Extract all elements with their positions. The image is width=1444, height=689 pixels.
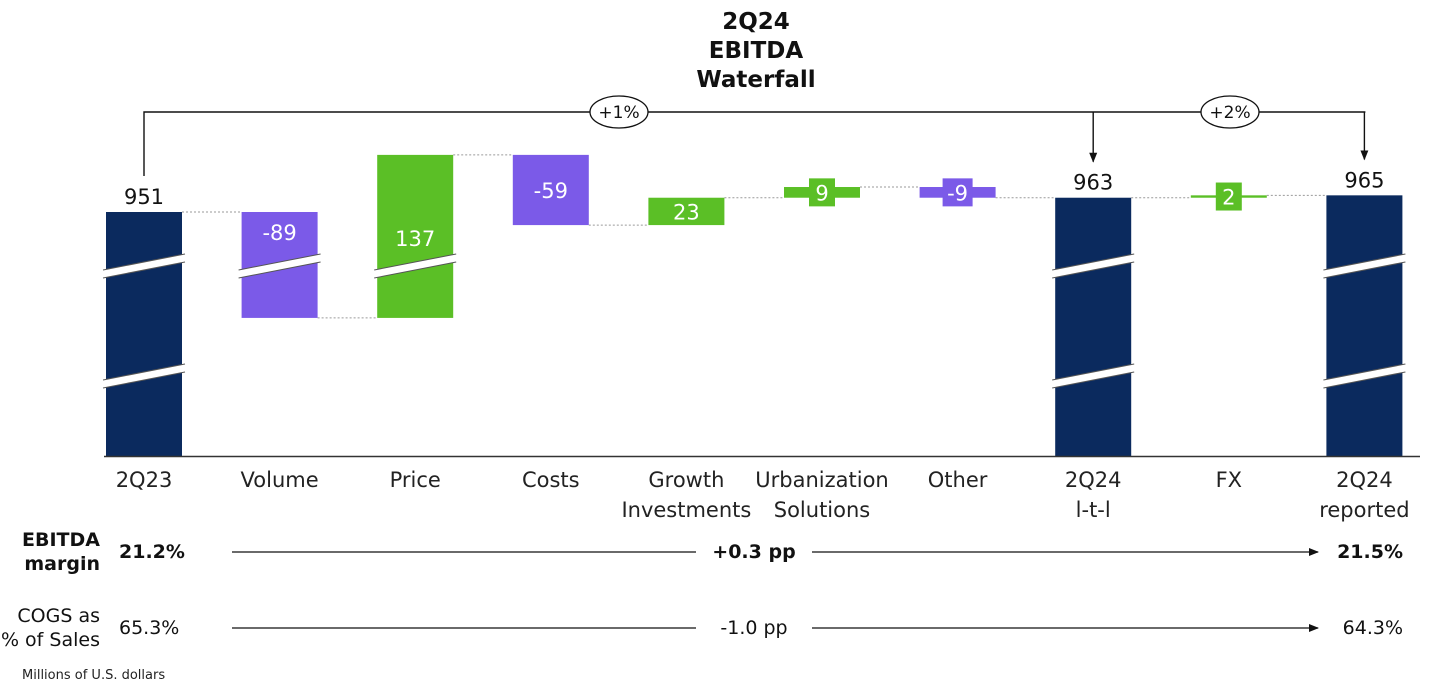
bar-3: [512, 154, 589, 226]
metric-start-value: 21.2%: [119, 541, 185, 563]
metric-row-label: % of Sales: [1, 629, 100, 651]
axis-break-mark: [238, 253, 321, 279]
value-label: 2: [1222, 186, 1235, 210]
category-label: Costs: [522, 468, 580, 492]
category-label: Other: [928, 468, 988, 492]
axis-break-mark: [1052, 363, 1135, 389]
category-label: Investments: [621, 498, 751, 522]
metric-end-value: 64.3%: [1343, 617, 1403, 639]
bar-7: [1055, 197, 1132, 456]
value-label: 137: [395, 227, 435, 251]
metric-row-label: COGS as: [17, 605, 100, 627]
category-label: reported: [1319, 498, 1409, 522]
metric-start-value: 65.3%: [119, 617, 179, 639]
bar-9: [1326, 195, 1403, 456]
metric-row-label: margin: [24, 553, 100, 575]
change-bracket: [143, 110, 1397, 176]
category-label: Price: [390, 468, 441, 492]
axis-break-mark: [102, 363, 186, 389]
bar-label-tab-5: [809, 178, 835, 207]
axis-break-mark: [1323, 253, 1406, 279]
axis-break-mark: [1052, 253, 1135, 279]
category-label: 2Q23: [116, 468, 173, 492]
value-label: 965: [1344, 168, 1384, 192]
category-label: FX: [1216, 468, 1242, 492]
category-label: Growth: [648, 468, 724, 492]
chart-title-line-1: EBITDA: [709, 38, 804, 64]
category-label: Urbanization: [755, 468, 888, 492]
metric-change-value: +0.3 pp: [712, 541, 795, 563]
category-label: Solutions: [774, 498, 871, 522]
category-label: l-t-l: [1076, 498, 1111, 522]
metric-row-label: EBITDA: [22, 529, 100, 551]
change-badge-label: +1%: [598, 103, 639, 123]
value-label: -9: [947, 181, 968, 205]
change-badge-label: +2%: [1209, 103, 1250, 123]
value-label: -89: [262, 221, 296, 245]
value-label: 963: [1073, 171, 1113, 195]
units-footnote: Millions of U.S. dollars: [22, 668, 165, 683]
category-label: 2Q24: [1065, 468, 1122, 492]
category-label: Volume: [241, 468, 319, 492]
value-label: 23: [673, 200, 700, 224]
axis-break-mark: [102, 253, 186, 279]
axis-break-mark: [374, 253, 457, 279]
value-label: 9: [815, 181, 828, 205]
chart-title-line-2: Waterfall: [696, 67, 815, 93]
metric-end-value: 21.5%: [1337, 541, 1403, 563]
change-badge: [1200, 95, 1260, 129]
axis-break-mark: [1323, 363, 1406, 389]
bar-label-tab-6: [942, 178, 973, 207]
bar-2: [377, 154, 454, 318]
bar-label-tab-8: [1215, 182, 1242, 211]
change-badge: [589, 95, 649, 129]
value-label: -59: [534, 179, 568, 203]
bar-4: [648, 197, 725, 226]
value-label: 951: [124, 185, 164, 209]
bar-0: [106, 212, 182, 456]
chart-title-line-0: 2Q24: [722, 9, 790, 35]
category-label: 2Q24: [1336, 468, 1393, 492]
metric-change-value: -1.0 pp: [720, 617, 787, 639]
